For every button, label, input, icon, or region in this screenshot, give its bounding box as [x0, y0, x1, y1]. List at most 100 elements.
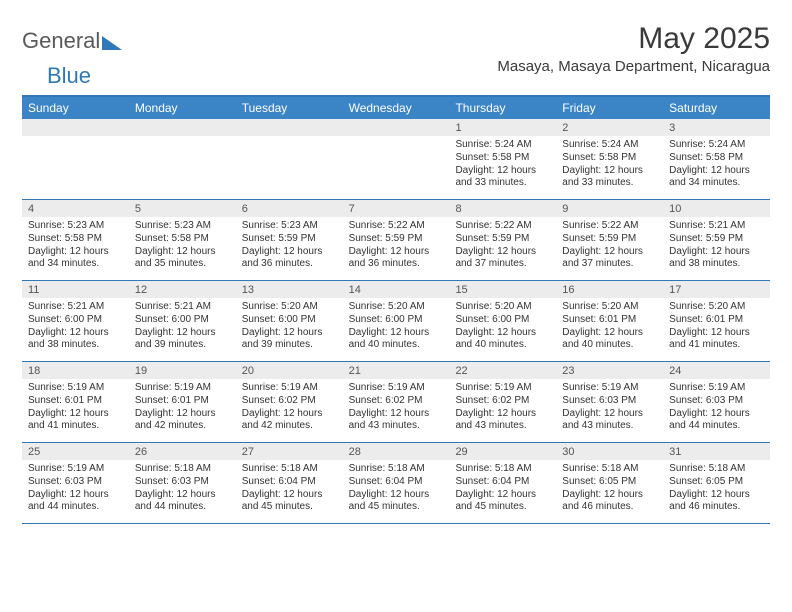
day-content: Sunrise: 5:19 AMSunset: 6:03 PMDaylight:…: [22, 460, 129, 520]
calendar-cell: 17Sunrise: 5:20 AMSunset: 6:01 PMDayligh…: [663, 281, 770, 361]
day-number: 25: [22, 443, 129, 460]
day-header-sun: Sunday: [22, 97, 129, 119]
calendar-cell: 19Sunrise: 5:19 AMSunset: 6:01 PMDayligh…: [129, 362, 236, 442]
day-number: 19: [129, 362, 236, 379]
location-subtitle: Masaya, Masaya Department, Nicaragua: [497, 58, 770, 75]
sunset-line: Sunset: 6:02 PM: [455, 395, 550, 408]
sunrise-line: Sunrise: 5:20 AM: [242, 301, 337, 314]
sunset-line: Sunset: 6:03 PM: [28, 476, 123, 489]
daylight-line: Daylight: 12 hours and 46 minutes.: [562, 489, 657, 515]
sunset-line: Sunset: 6:01 PM: [28, 395, 123, 408]
sunset-line: Sunset: 5:59 PM: [349, 233, 444, 246]
day-number: 10: [663, 200, 770, 217]
day-number: 20: [236, 362, 343, 379]
calendar-cell: 10Sunrise: 5:21 AMSunset: 5:59 PMDayligh…: [663, 200, 770, 280]
brand-triangle-icon: [102, 36, 122, 50]
sunset-line: Sunset: 5:58 PM: [562, 152, 657, 165]
day-number: 23: [556, 362, 663, 379]
day-number: [343, 119, 450, 136]
calendar-cell: 23Sunrise: 5:19 AMSunset: 6:03 PMDayligh…: [556, 362, 663, 442]
calendar-cell: 2Sunrise: 5:24 AMSunset: 5:58 PMDaylight…: [556, 119, 663, 199]
day-number: [22, 119, 129, 136]
day-header-tue: Tuesday: [236, 97, 343, 119]
daylight-line: Daylight: 12 hours and 45 minutes.: [242, 489, 337, 515]
sunset-line: Sunset: 5:58 PM: [669, 152, 764, 165]
day-number: 18: [22, 362, 129, 379]
daylight-line: Daylight: 12 hours and 45 minutes.: [455, 489, 550, 515]
calendar-cell: 11Sunrise: 5:21 AMSunset: 6:00 PMDayligh…: [22, 281, 129, 361]
sunrise-line: Sunrise: 5:18 AM: [349, 463, 444, 476]
day-number: 22: [449, 362, 556, 379]
day-content: Sunrise: 5:19 AMSunset: 6:02 PMDaylight:…: [236, 379, 343, 439]
sunrise-line: Sunrise: 5:19 AM: [455, 382, 550, 395]
calendar-cell: 22Sunrise: 5:19 AMSunset: 6:02 PMDayligh…: [449, 362, 556, 442]
day-number: 28: [343, 443, 450, 460]
calendar-cell: 9Sunrise: 5:22 AMSunset: 5:59 PMDaylight…: [556, 200, 663, 280]
calendar-cell: [129, 119, 236, 199]
day-number: 14: [343, 281, 450, 298]
calendar-cell: 18Sunrise: 5:19 AMSunset: 6:01 PMDayligh…: [22, 362, 129, 442]
daylight-line: Daylight: 12 hours and 40 minutes.: [455, 327, 550, 353]
day-number: 2: [556, 119, 663, 136]
calendar-cell: 12Sunrise: 5:21 AMSunset: 6:00 PMDayligh…: [129, 281, 236, 361]
daylight-line: Daylight: 12 hours and 39 minutes.: [135, 327, 230, 353]
day-number: 7: [343, 200, 450, 217]
daylight-line: Daylight: 12 hours and 45 minutes.: [349, 489, 444, 515]
sunrise-line: Sunrise: 5:21 AM: [669, 220, 764, 233]
sunrise-line: Sunrise: 5:18 AM: [455, 463, 550, 476]
daylight-line: Daylight: 12 hours and 33 minutes.: [562, 165, 657, 191]
page-title: May 2025: [497, 22, 770, 56]
day-header-thu: Thursday: [449, 97, 556, 119]
calendar-cell: 4Sunrise: 5:23 AMSunset: 5:58 PMDaylight…: [22, 200, 129, 280]
calendar-cell: 13Sunrise: 5:20 AMSunset: 6:00 PMDayligh…: [236, 281, 343, 361]
week-row: 18Sunrise: 5:19 AMSunset: 6:01 PMDayligh…: [22, 362, 770, 443]
calendar-cell: 16Sunrise: 5:20 AMSunset: 6:01 PMDayligh…: [556, 281, 663, 361]
day-content: Sunrise: 5:22 AMSunset: 5:59 PMDaylight:…: [449, 217, 556, 277]
day-number: 26: [129, 443, 236, 460]
sunrise-line: Sunrise: 5:20 AM: [562, 301, 657, 314]
day-content: Sunrise: 5:24 AMSunset: 5:58 PMDaylight:…: [663, 136, 770, 196]
sunrise-line: Sunrise: 5:19 AM: [349, 382, 444, 395]
day-content: Sunrise: 5:23 AMSunset: 5:58 PMDaylight:…: [22, 217, 129, 277]
sunrise-line: Sunrise: 5:19 AM: [135, 382, 230, 395]
day-number: 6: [236, 200, 343, 217]
sunrise-line: Sunrise: 5:22 AM: [455, 220, 550, 233]
calendar-cell: 30Sunrise: 5:18 AMSunset: 6:05 PMDayligh…: [556, 443, 663, 523]
daylight-line: Daylight: 12 hours and 42 minutes.: [135, 408, 230, 434]
calendar-cell: 31Sunrise: 5:18 AMSunset: 6:05 PMDayligh…: [663, 443, 770, 523]
daylight-line: Daylight: 12 hours and 43 minutes.: [455, 408, 550, 434]
day-content: Sunrise: 5:19 AMSunset: 6:02 PMDaylight:…: [449, 379, 556, 439]
day-content: Sunrise: 5:19 AMSunset: 6:01 PMDaylight:…: [129, 379, 236, 439]
day-content: Sunrise: 5:18 AMSunset: 6:05 PMDaylight:…: [663, 460, 770, 520]
day-content: Sunrise: 5:18 AMSunset: 6:04 PMDaylight:…: [449, 460, 556, 520]
daylight-line: Daylight: 12 hours and 42 minutes.: [242, 408, 337, 434]
daylight-line: Daylight: 12 hours and 43 minutes.: [349, 408, 444, 434]
calendar-cell: 20Sunrise: 5:19 AMSunset: 6:02 PMDayligh…: [236, 362, 343, 442]
daylight-line: Daylight: 12 hours and 34 minutes.: [28, 246, 123, 272]
sunset-line: Sunset: 5:58 PM: [28, 233, 123, 246]
day-number: 5: [129, 200, 236, 217]
sunrise-line: Sunrise: 5:19 AM: [242, 382, 337, 395]
day-number: [129, 119, 236, 136]
sunset-line: Sunset: 6:03 PM: [135, 476, 230, 489]
calendar-cell: 29Sunrise: 5:18 AMSunset: 6:04 PMDayligh…: [449, 443, 556, 523]
sunset-line: Sunset: 6:02 PM: [349, 395, 444, 408]
calendar-cell: 14Sunrise: 5:20 AMSunset: 6:00 PMDayligh…: [343, 281, 450, 361]
sunset-line: Sunset: 5:58 PM: [455, 152, 550, 165]
brand-part1: General: [22, 28, 100, 54]
week-row: 11Sunrise: 5:21 AMSunset: 6:00 PMDayligh…: [22, 281, 770, 362]
day-header-row: Sunday Monday Tuesday Wednesday Thursday…: [22, 97, 770, 119]
sunrise-line: Sunrise: 5:19 AM: [562, 382, 657, 395]
day-content: Sunrise: 5:23 AMSunset: 5:58 PMDaylight:…: [129, 217, 236, 277]
sunset-line: Sunset: 6:00 PM: [349, 314, 444, 327]
day-content: Sunrise: 5:19 AMSunset: 6:03 PMDaylight:…: [663, 379, 770, 439]
sunset-line: Sunset: 6:00 PM: [28, 314, 123, 327]
sunrise-line: Sunrise: 5:23 AM: [28, 220, 123, 233]
day-content: Sunrise: 5:18 AMSunset: 6:03 PMDaylight:…: [129, 460, 236, 520]
day-content: Sunrise: 5:22 AMSunset: 5:59 PMDaylight:…: [343, 217, 450, 277]
sunset-line: Sunset: 6:04 PM: [242, 476, 337, 489]
day-content: Sunrise: 5:19 AMSunset: 6:02 PMDaylight:…: [343, 379, 450, 439]
day-number: 16: [556, 281, 663, 298]
day-header-fri: Friday: [556, 97, 663, 119]
calendar-cell: 24Sunrise: 5:19 AMSunset: 6:03 PMDayligh…: [663, 362, 770, 442]
